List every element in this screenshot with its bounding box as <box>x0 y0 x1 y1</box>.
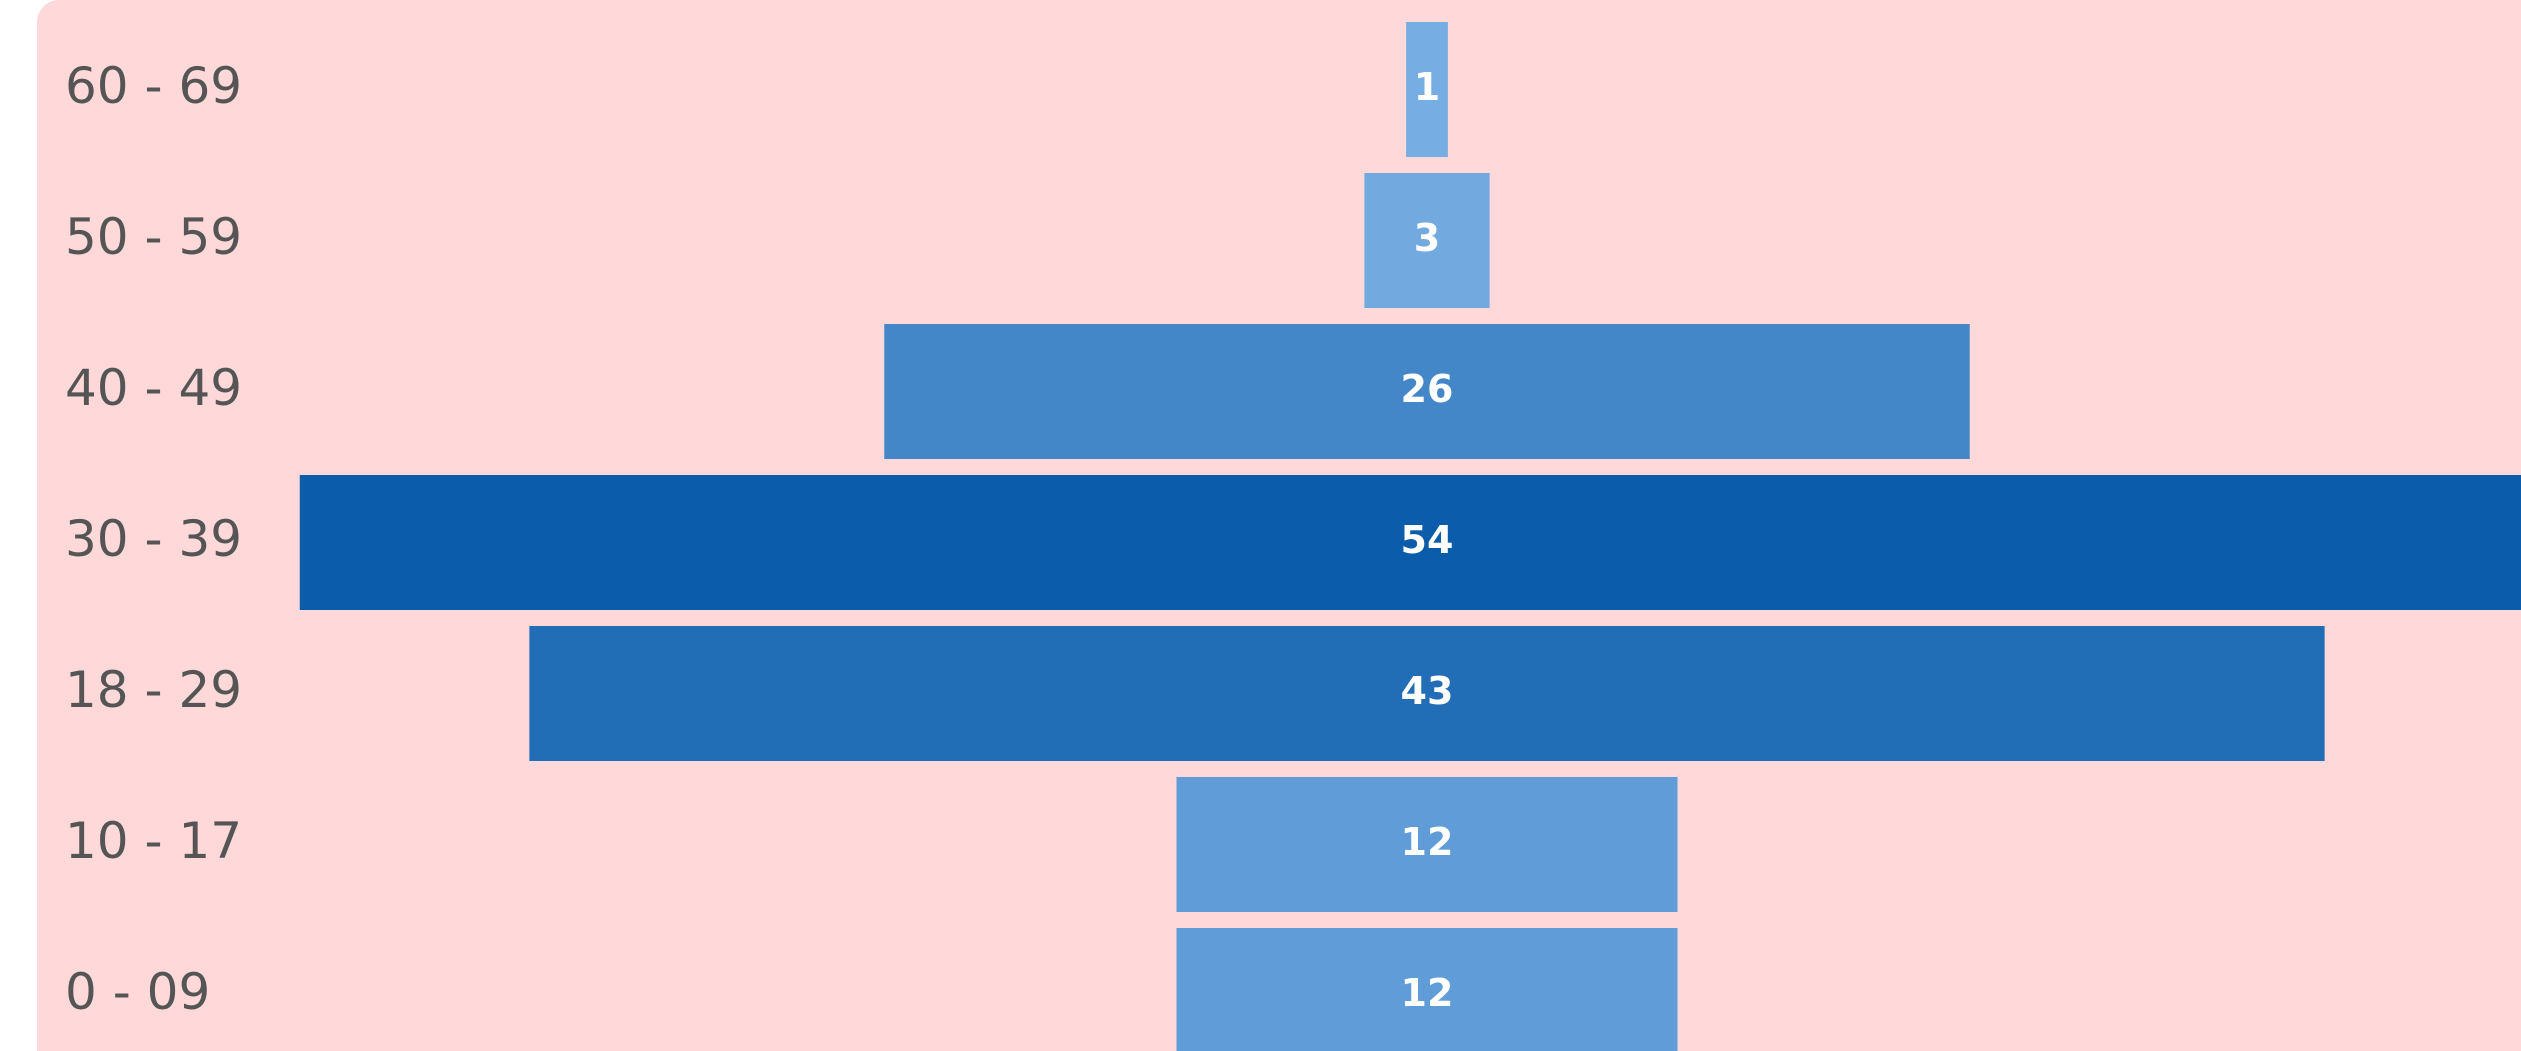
value-label: 26 <box>1401 367 1454 411</box>
value-label: 12 <box>1401 971 1454 1015</box>
category-label: 10 - 17 <box>65 812 242 870</box>
category-labels: 60 - 69 50 - 59 40 - 49 30 - 39 18 - 29 10 - … <box>65 57 242 1021</box>
bar-10-17 <box>1176 777 1678 912</box>
value-label: 43 <box>1401 669 1454 713</box>
category-label: 18 - 29 <box>65 661 242 719</box>
bar-0-09 <box>1176 928 1678 1051</box>
value-labels: 1 3 26 54 43 12 12 <box>1401 65 1454 1015</box>
bar-18-29 <box>529 626 2325 761</box>
value-label: 3 <box>1414 216 1440 260</box>
value-label: 54 <box>1401 518 1454 562</box>
bar-40-49 <box>884 324 1970 459</box>
category-label: 50 - 59 <box>65 208 242 266</box>
value-label: 12 <box>1401 820 1454 864</box>
bar-50-59 <box>1364 173 1490 308</box>
value-label: 1 <box>1414 65 1440 109</box>
category-label: 30 - 39 <box>65 510 242 568</box>
bar-30-39 <box>299 475 2521 610</box>
category-label: 0 - 09 <box>65 963 210 1021</box>
bars-group <box>299 22 2521 1051</box>
chart-panel: 60 - 69 50 - 59 40 - 49 30 - 39 18 - 29 10 - … <box>37 0 2521 1051</box>
category-label: 60 - 69 <box>65 57 242 115</box>
bar-60-69 <box>1406 22 1448 157</box>
category-label: 40 - 49 <box>65 359 242 417</box>
